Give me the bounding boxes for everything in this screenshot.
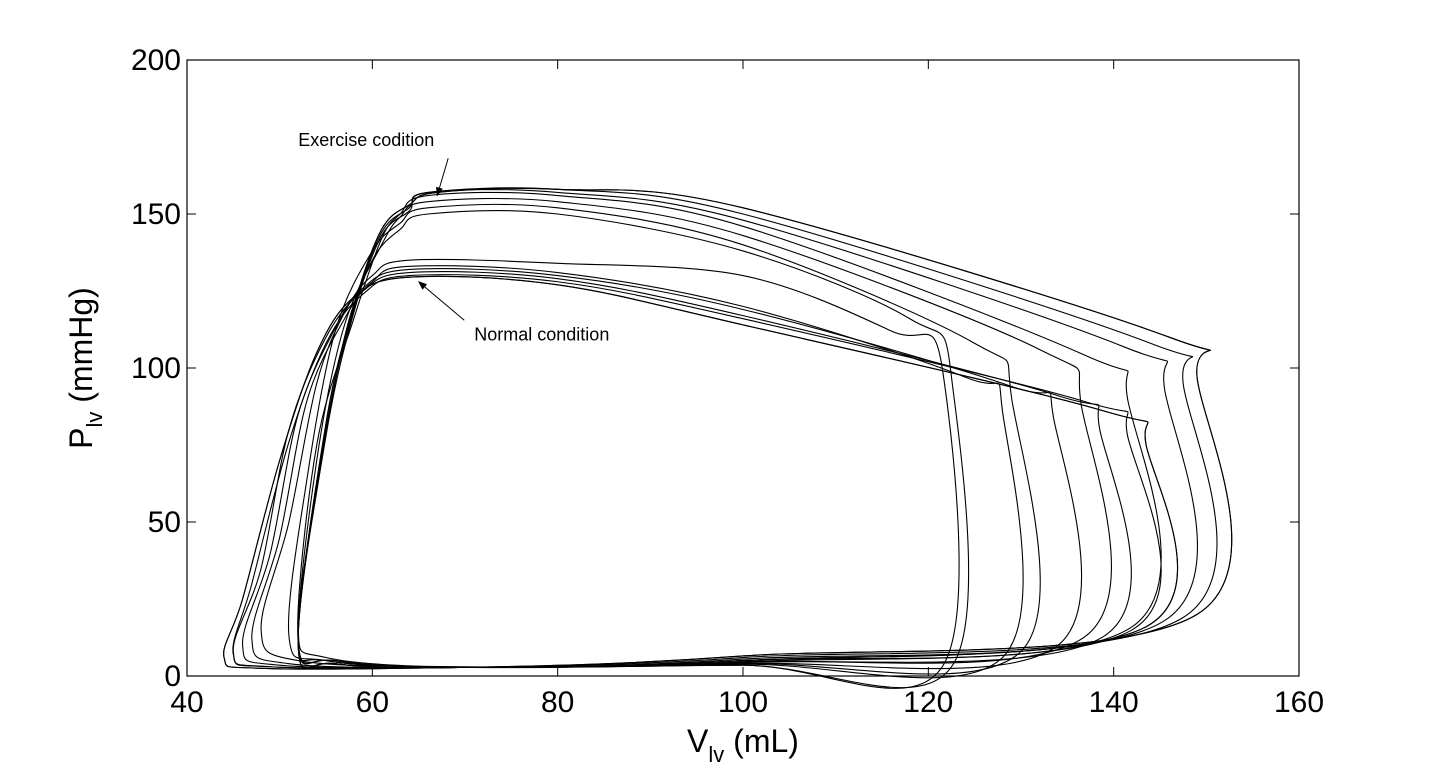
x-axis-title: Vlv (mL): [687, 723, 799, 767]
x-tick-label: 140: [1089, 686, 1139, 719]
y-axis-title: Plv (mmHg): [63, 287, 107, 449]
annotation-label-2: Normal condition: [474, 324, 609, 344]
pv-loop-14: [297, 187, 1233, 669]
pv-loop-9: [287, 203, 1041, 675]
x-tick-label: 40: [170, 686, 203, 719]
pv-loop-7: [223, 275, 1179, 670]
y-tick-label: 100: [131, 352, 181, 385]
x-axis-label-unit: (mL): [724, 723, 799, 759]
pv-loop-11: [297, 191, 1162, 668]
pv-loop-12: [297, 188, 1199, 668]
annotation-label-1: Exercise codition: [298, 130, 434, 150]
annotation-arrow-2: [417, 281, 465, 321]
series-layer: [223, 187, 1233, 689]
x-tick-label: 60: [356, 686, 389, 719]
pv-loop-2: [251, 265, 1024, 679]
pv-loop-3: [242, 268, 1083, 670]
y-axis-label-unit: (mmHg): [63, 287, 99, 411]
y-tick-label: 50: [148, 506, 181, 539]
pv-loop-8: [297, 210, 970, 689]
x-tick-label: 80: [541, 686, 574, 719]
ticks-layer: 40 60 80 100 120 140 160 0 50 100 150 200: [131, 44, 1324, 719]
plot-area-frame: [186, 59, 1300, 677]
y-axis-label-sub: lv: [82, 412, 107, 428]
x-tick-label: 120: [903, 686, 953, 719]
y-axis-label-main: P: [63, 427, 99, 448]
pv-loop-4: [232, 271, 1132, 669]
pv-loop-6: [223, 275, 1179, 670]
x-tick-label: 100: [718, 686, 768, 719]
y-tick-label: 150: [131, 198, 181, 231]
annotations-layer: Exercise codition Normal condition: [298, 130, 609, 344]
x-axis-label-main: V: [687, 723, 709, 759]
y-tick-label: 200: [131, 44, 181, 77]
x-axis-label-sub: lv: [708, 742, 724, 767]
pv-loop-1: [260, 258, 960, 689]
x-tick-label: 160: [1274, 686, 1324, 719]
pv-loop-15: [297, 187, 1233, 669]
annotation-arrow-1: [436, 158, 449, 197]
y-tick-label: 0: [164, 660, 181, 693]
